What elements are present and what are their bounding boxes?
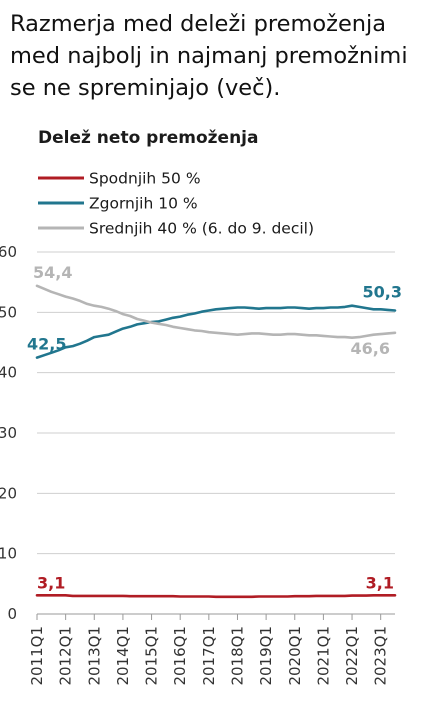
data-label-start-spodnjih-50: 3,1	[37, 573, 65, 592]
x-tick-label-2012Q1: 2012Q1	[57, 626, 75, 686]
chart-legend: Spodnjih 50 % Zgornjih 10 % Srednjih 40 % …	[38, 170, 314, 238]
x-tick-label-2011Q1: 2011Q1	[28, 626, 46, 686]
data-labels: 3,1 3,1 42,5 50,3 54,4 46,6	[27, 263, 402, 593]
x-tick-label-2015Q1: 2015Q1	[143, 626, 161, 686]
x-tick-label-2018Q1: 2018Q1	[228, 626, 246, 686]
data-label-end-srednjih-40-6-do-9-decil: 46,6	[351, 339, 390, 358]
chart-gridlines	[37, 251, 395, 615]
x-axis: 2011Q1 2012Q1 2013Q1 2014Q1 2015Q1 2016Q1 2017…	[28, 614, 390, 686]
y-tick-label-40: 40	[0, 364, 17, 382]
headline-line-3: se ne spreminjajo (več).	[10, 75, 281, 101]
series-line-srednjih-40-6-do-9-decil	[35, 284, 397, 340]
x-tick-label-2021Q1: 2021Q1	[314, 626, 332, 686]
series-line-zgornjih-10	[35, 304, 397, 359]
headline: Razmerja med deleži premoženja med najbo…	[10, 8, 428, 104]
data-label-start-zgornjih-10: 42,5	[27, 335, 66, 354]
legend-label-spodnjih-50: Spodnjih 50 %	[89, 170, 201, 188]
legend-label-zgornjih-10: Zgornjih 10 %	[89, 195, 198, 213]
y-tick-label-50: 50	[0, 303, 17, 321]
y-axis-ticks: 0 10 20 30 40 50 60	[0, 243, 17, 623]
x-tick-label-2019Q1: 2019Q1	[257, 626, 275, 686]
data-label-end-zgornjih-10: 50,3	[363, 283, 402, 302]
x-tick-label-2020Q1: 2020Q1	[286, 626, 304, 686]
x-tick-label-2017Q1: 2017Q1	[200, 626, 218, 686]
chart-title: Delež neto premoženja	[38, 128, 259, 148]
series-line-spodnjih-50	[35, 593, 397, 599]
y-tick-label-10: 10	[0, 545, 17, 563]
x-tick-label-2013Q1: 2013Q1	[85, 626, 103, 686]
y-tick-label-60: 60	[0, 243, 17, 261]
data-label-end-spodnjih-50: 3,1	[366, 573, 394, 592]
y-tick-label-30: 30	[0, 424, 17, 442]
chart-series	[35, 284, 397, 599]
headline-line-1: Razmerja med deleži premoženja	[10, 11, 387, 37]
x-tick-label-2023Q1: 2023Q1	[372, 626, 390, 686]
x-tick-label-2022Q1: 2022Q1	[343, 626, 361, 686]
y-tick-label-20: 20	[0, 484, 17, 502]
legend-label-srednjih-40-6-do-9-decil: Srednjih 40 % (6. do 9. decil)	[89, 220, 314, 238]
data-label-start-srednjih-40-6-do-9-decil: 54,4	[33, 263, 72, 282]
headline-line-2: med najbolj in najmanj premožnimi	[10, 43, 408, 69]
y-tick-label-0: 0	[7, 605, 17, 623]
x-tick-label-2014Q1: 2014Q1	[114, 626, 132, 686]
x-tick-label-2016Q1: 2016Q1	[171, 626, 189, 686]
